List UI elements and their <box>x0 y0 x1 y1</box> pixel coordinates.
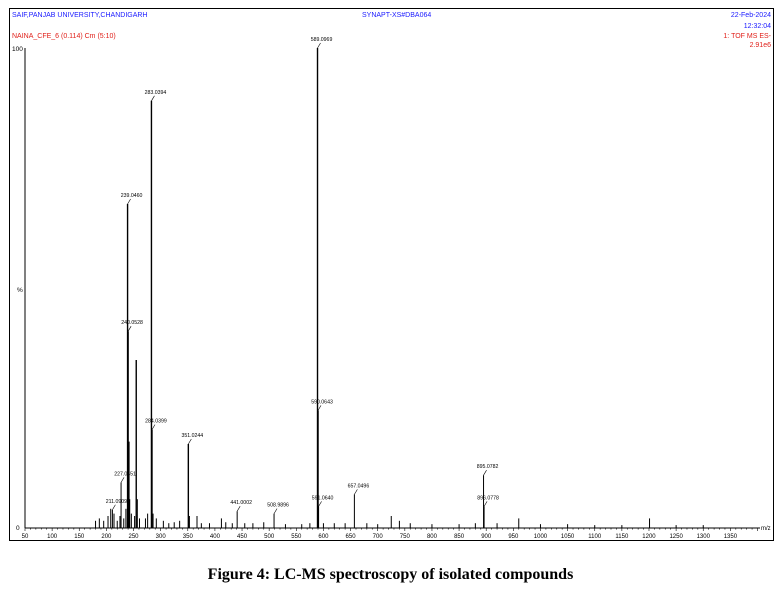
x-tick-label: 750 <box>400 534 411 540</box>
x-tick-label: 1150 <box>615 534 629 540</box>
x-tick-label: 350 <box>183 534 194 540</box>
peak-label-leader <box>188 438 192 445</box>
peak-label: 896.0778 <box>477 495 499 501</box>
peak-label-leader <box>236 506 241 512</box>
peak-label: 441.0002 <box>230 500 252 506</box>
y-top-label: 100 <box>12 46 23 53</box>
x-tick-label: 1100 <box>588 534 602 540</box>
y-zero-label: 0 <box>16 525 20 532</box>
peak-label: 283.0394 <box>145 90 167 96</box>
peak-label-leader <box>151 95 155 101</box>
peak-label-leader <box>483 501 488 507</box>
x-tick-label: 400 <box>210 534 221 540</box>
instrument-label: SYNAPT-XS#DBA064 <box>362 12 432 19</box>
peak-label: 227.0451 <box>114 471 136 477</box>
figure-caption: Figure 4: LC-MS spectroscopy of isolated… <box>207 566 574 583</box>
institution-label: SAIF,PANJAB UNIVERSITY,CHANDIGARH <box>12 12 148 19</box>
peak-labels: 211.0909 227.0451 239.0460 240.0528 283.0394… <box>106 37 499 514</box>
peak-label-leader <box>127 326 132 332</box>
peak-label-leader <box>317 42 321 49</box>
intensity-label: 2.91e6 <box>749 42 771 49</box>
x-tick-label: 900 <box>481 534 492 540</box>
spectrum-panel: SAIF,PANJAB UNIVERSITY,CHANDIGARH SYNAPT… <box>9 8 774 541</box>
peak-label: 284.0399 <box>145 419 167 425</box>
x-tick-label: 1300 <box>697 534 711 540</box>
peak-label-leader <box>354 489 358 495</box>
x-tick-label: 600 <box>318 534 329 540</box>
time-label: 12:32:04 <box>743 23 771 30</box>
peak-label-leader <box>120 477 125 483</box>
x-tick-label: 1200 <box>642 534 656 540</box>
peak-label: 657.0496 <box>348 483 370 489</box>
x-tick-label: 200 <box>101 534 112 540</box>
peak-label-leader <box>127 198 131 205</box>
peak-label-leader <box>151 424 156 430</box>
axes: 1000%50 100 150 200 250 300 350 400 450 500 550 600… <box>12 46 771 540</box>
peak-label-leader <box>273 508 278 514</box>
sample-label: NAINA_CFE_6 (0.114) Cm (5:10) <box>12 33 116 40</box>
y-axis-title: % <box>17 287 23 294</box>
x-tick-label: 100 <box>47 534 58 540</box>
x-tick-label: 950 <box>508 534 519 540</box>
peak-label-leader <box>112 504 116 510</box>
peak-label: 239.0460 <box>121 193 143 199</box>
peak-label: 351.0244 <box>182 433 204 439</box>
peak-label: 895.0782 <box>477 464 499 470</box>
x-tick-label: 1000 <box>534 534 548 540</box>
peak-label-leader <box>317 405 322 411</box>
peak-label: 590.0643 <box>311 399 333 405</box>
x-tick-label: 300 <box>156 534 167 540</box>
x-tick-label: 250 <box>129 534 140 540</box>
x-tick-label: 650 <box>346 534 357 540</box>
x-tick-label: 1350 <box>724 534 738 540</box>
date-label: 22-Feb-2024 <box>730 12 771 19</box>
x-tick-label: 1250 <box>669 534 683 540</box>
x-tick-label: 500 <box>264 534 275 540</box>
peak-label: 589.0969 <box>311 37 333 43</box>
mass-spectrum-chart: 1000%50 100 150 200 250 300 350 400 450 500 550 600… <box>12 37 771 540</box>
peak-label: 240.0528 <box>121 320 143 326</box>
peak-label-leader <box>483 470 487 476</box>
peak-label: 591.0640 <box>312 495 334 501</box>
scan-mode-label: 1: TOF MS ES- <box>723 33 771 40</box>
x-tick-label: 850 <box>454 534 465 540</box>
peaks <box>95 48 704 528</box>
x-tick-label: 50 <box>22 534 29 540</box>
peak-label-leader <box>318 501 322 507</box>
peak-label: 508.9896 <box>267 503 289 509</box>
x-axis-title: m/z <box>761 526 771 532</box>
x-tick-label: 700 <box>373 534 384 540</box>
x-tick-label: 1050 <box>561 534 575 540</box>
x-tick-label: 550 <box>291 534 302 540</box>
x-tick-label: 800 <box>427 534 438 540</box>
peak-label: 211.0909 <box>106 499 127 505</box>
x-tick-label: 150 <box>74 534 85 540</box>
x-tick-label: 450 <box>237 534 248 540</box>
